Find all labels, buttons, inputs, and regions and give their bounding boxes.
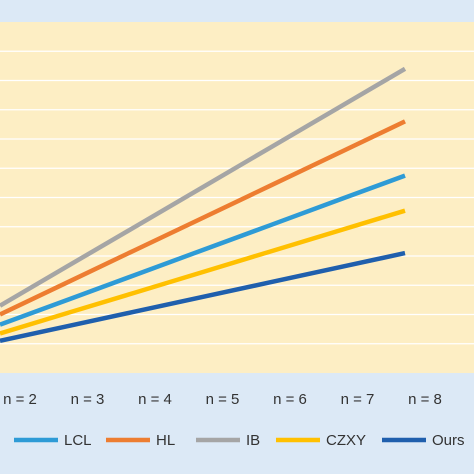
series-line-lcl bbox=[0, 173, 406, 327]
x-tick-label: n = 2 bbox=[3, 391, 37, 408]
series-line-ours bbox=[0, 250, 406, 343]
legend-label: HL bbox=[156, 432, 175, 449]
x-tick-label: n = 6 bbox=[273, 391, 307, 408]
legend-label: LCL bbox=[64, 432, 92, 449]
x-tick-labels: n = 2 n = 3 n = 4 n = 5 n = 6 n = 7 n = 8 bbox=[3, 391, 442, 408]
legend: LCL HL IB CZXY Ours bbox=[14, 432, 465, 449]
legend-label: IB bbox=[246, 432, 260, 449]
legend-label: Ours bbox=[432, 432, 465, 449]
series-lines bbox=[0, 66, 407, 343]
x-tick-label: n = 4 bbox=[138, 391, 172, 408]
x-tick-label: n = 5 bbox=[206, 391, 240, 408]
x-tick-label: n = 7 bbox=[341, 391, 375, 408]
legend-label: CZXY bbox=[326, 432, 366, 449]
x-tick-label: n = 3 bbox=[71, 391, 105, 408]
series-line-czxy bbox=[0, 208, 406, 336]
x-tick-label: n = 8 bbox=[408, 391, 442, 408]
series-line-ib bbox=[0, 66, 407, 308]
series-line-hl bbox=[0, 119, 406, 317]
